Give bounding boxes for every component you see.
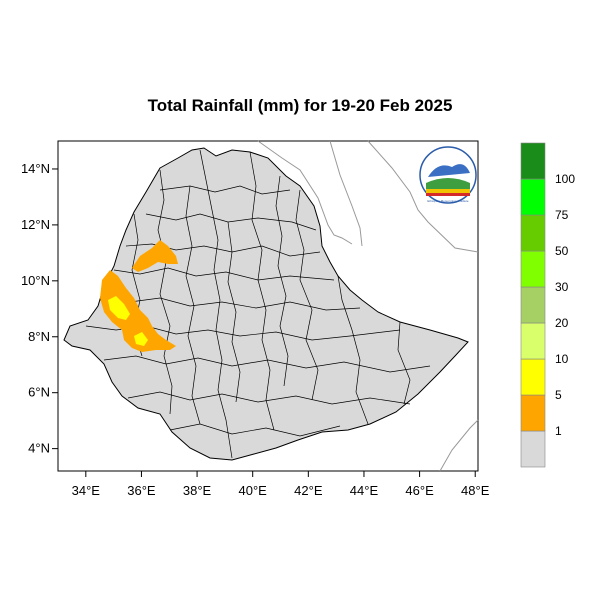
y-tick-label: 14°N: [21, 161, 50, 176]
rainfall-patches: [100, 240, 178, 352]
y-tick-label: 10°N: [21, 273, 50, 288]
colorbar-label: 30: [555, 280, 569, 294]
ethiopia-outline: [63, 147, 469, 461]
colorbar-label: 10: [555, 352, 569, 366]
logo-org-text: Ethiopian Meteorology Institute: [427, 199, 469, 203]
x-tick-label: 44°E: [350, 483, 379, 498]
x-tick-label: 42°E: [294, 483, 323, 498]
colorbar-swatch: [520, 394, 546, 432]
ethiopian-meteorology-logo: Ethiopian Meteorology Institute: [419, 146, 477, 204]
x-tick-label: 46°E: [405, 483, 434, 498]
y-tick-label: 12°N: [21, 217, 50, 232]
y-tick-label: 4°N: [28, 441, 50, 456]
y-tick-label: 8°N: [28, 329, 50, 344]
neighbor-borders: [257, 140, 479, 472]
colorbar-label: 1: [555, 424, 562, 438]
x-tick-label: 48°E: [461, 483, 490, 498]
y-axis: 4°N 6°N 8°N 10°N 12°N 14°N: [21, 161, 58, 456]
x-tick-label: 34°E: [72, 483, 101, 498]
map-title: Total Rainfall (mm) for 19-20 Feb 2025: [147, 96, 453, 115]
colorbar-swatch: [520, 322, 546, 360]
colorbar-label: 50: [555, 244, 569, 258]
x-tick-label: 40°E: [239, 483, 268, 498]
colorbar-swatch: [520, 430, 546, 468]
colorbar-label: 75: [555, 208, 569, 222]
colorbar-label: 100: [555, 172, 575, 186]
x-axis: 34°E 36°E 38°E 40°E 42°E 44°E 46°E 48°E: [72, 471, 490, 498]
colorbar-legend: 1 5 10 20 30 50 75 100: [520, 142, 575, 468]
colorbar-swatch: [520, 214, 546, 252]
colorbar-swatch: [520, 178, 546, 216]
colorbar-swatch: [520, 358, 546, 396]
colorbar-label: 5: [555, 388, 562, 402]
colorbar-swatch: [520, 250, 546, 288]
x-tick-label: 38°E: [183, 483, 212, 498]
colorbar-label: 20: [555, 316, 569, 330]
colorbar-swatch: [520, 142, 546, 180]
x-tick-label: 36°E: [127, 483, 156, 498]
y-tick-label: 6°N: [28, 385, 50, 400]
colorbar-swatch: [520, 286, 546, 324]
